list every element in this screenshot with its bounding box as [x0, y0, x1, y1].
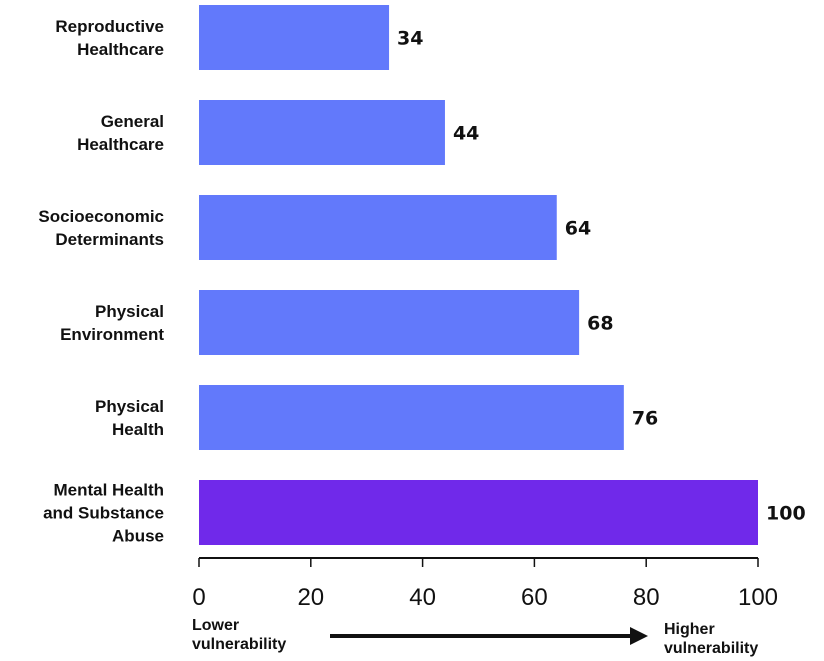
value-labels: 34 44 64 68 76 100 [397, 28, 806, 525]
x-tick-label: 60 [521, 584, 548, 611]
category-label: General Healthcare [77, 112, 164, 154]
category-label: Physical Environment [60, 302, 164, 344]
category-label: Physical Health [95, 397, 164, 439]
value-label: 34 [397, 28, 423, 50]
category-label: Mental Health and Substance Abuse [43, 481, 164, 546]
value-label: 64 [565, 218, 591, 240]
x-tick-label: 80 [633, 584, 660, 611]
vulnerability-scale: Lower vulnerability Higher vulnerability [192, 617, 758, 657]
category-label: Socioeconomic Determinants [38, 207, 164, 249]
x-tick-label: 100 [738, 584, 778, 611]
scale-low-label: Lower vulnerability [192, 617, 286, 653]
scale-high-label: Higher vulnerability [664, 621, 758, 657]
bar [199, 100, 445, 165]
bar [199, 195, 557, 260]
value-label: 44 [453, 123, 479, 145]
bars [199, 5, 758, 545]
bar [199, 290, 580, 355]
x-tick-label: 20 [297, 584, 324, 611]
scale-arrow-head-icon [630, 627, 648, 645]
x-axis-ticks: 0 20 40 60 80 100 [192, 558, 778, 611]
value-label: 68 [587, 313, 613, 335]
bar [199, 480, 758, 545]
value-label: 76 [632, 408, 658, 430]
bar [199, 5, 390, 70]
x-tick-label: 40 [409, 584, 436, 611]
category-labels: Reproductive Healthcare General Healthcare S… [38, 17, 164, 546]
bar [199, 385, 624, 450]
x-tick-label: 0 [192, 584, 205, 611]
category-label: Reproductive Healthcare [55, 17, 164, 59]
value-label: 100 [766, 503, 806, 525]
